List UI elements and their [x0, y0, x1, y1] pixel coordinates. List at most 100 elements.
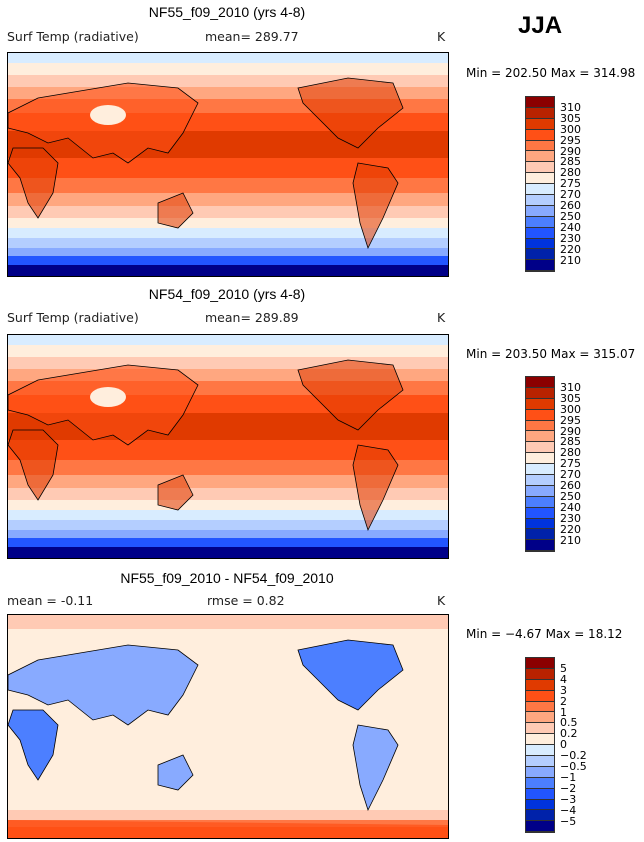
- colorbar-label: −1: [560, 770, 577, 784]
- colorbar-swatch: [526, 420, 554, 432]
- contour-band: [8, 530, 448, 538]
- colorbar-label: 220: [560, 522, 581, 536]
- continent-anomaly: [157, 754, 194, 791]
- contour-band: [8, 206, 448, 218]
- colorbar-swatch: [526, 658, 554, 669]
- contour-band: [8, 500, 448, 510]
- colorbar-swatch: [526, 151, 554, 163]
- colorbar-swatch: [526, 249, 554, 261]
- colorbar-label: 270: [560, 468, 581, 482]
- continent-outline: [157, 192, 194, 229]
- continent-anomaly: [8, 644, 199, 726]
- colorbar-swatch: [526, 756, 554, 767]
- colorbar-label: 230: [560, 511, 581, 525]
- colorbar-swatch: [526, 690, 554, 702]
- colorbar-label: 300: [560, 402, 581, 416]
- colorbar-label: 280: [560, 166, 581, 180]
- panel2-title: NF54_f09_2010 (yrs 4-8): [148, 286, 306, 302]
- colorbar-label: 295: [560, 413, 581, 427]
- colorbar-swatch: [526, 453, 554, 465]
- colorbar-swatch: [526, 173, 554, 185]
- panel1-mean: mean= 289.77: [205, 29, 299, 44]
- colorbar-label: 275: [560, 177, 581, 191]
- colorbar-label: 270: [560, 188, 581, 202]
- colorbar-label: 300: [560, 122, 581, 136]
- colorbar-swatch: [526, 507, 554, 519]
- colorbar-label: −0.5: [560, 760, 587, 773]
- antarctica-coldest: [8, 547, 448, 558]
- colorbar-swatch: [526, 518, 554, 530]
- colorbar-swatch: [526, 766, 554, 778]
- colorbar-label: 305: [560, 111, 581, 125]
- continent-outline: [157, 474, 194, 511]
- continent-anomaly: [297, 639, 404, 711]
- colorbar-swatch: [526, 238, 554, 250]
- contour-band: [8, 615, 448, 629]
- colorbar-label: 230: [560, 231, 581, 245]
- colorbar-swatch: [526, 184, 554, 196]
- colorbar-swatch: [526, 475, 554, 486]
- tibet-cold-region: [90, 105, 126, 125]
- panel3-map: [7, 614, 449, 839]
- colorbar-swatch: [526, 712, 554, 724]
- panel2-colorbar: [525, 376, 555, 553]
- contour-band: [8, 238, 448, 248]
- panel3-title: NF55_f09_2010 - NF54_f09_2010: [120, 570, 334, 586]
- colorbar-swatch: [526, 723, 554, 735]
- colorbar-label: 250: [560, 489, 581, 503]
- tibet-cold-region: [90, 387, 126, 407]
- contour-band: [8, 488, 448, 500]
- panel1-units: K: [437, 29, 446, 44]
- contour-band: [8, 256, 448, 265]
- colorbar-swatch: [526, 97, 554, 108]
- colorbar-label: 210: [560, 533, 581, 547]
- colorbar-label: 0.5: [560, 716, 578, 730]
- colorbar-label: 3: [560, 683, 567, 697]
- colorbar-label: 250: [560, 209, 581, 223]
- colorbar-label: 305: [560, 391, 581, 405]
- colorbar-label: −4: [560, 803, 577, 817]
- contour-band: [8, 520, 448, 530]
- colorbar-swatch: [526, 821, 554, 833]
- continent-outline: [297, 77, 404, 149]
- contour-band: [8, 475, 448, 488]
- colorbar-swatch: [526, 496, 554, 508]
- contour-band: [8, 178, 448, 193]
- panel3-minmax: Min = −4.67 Max = 18.12: [466, 627, 623, 641]
- panel2-mean: mean= 289.89: [205, 310, 299, 325]
- colorbar-swatch: [526, 810, 554, 822]
- panel3-units: K: [437, 593, 446, 608]
- colorbar-label: 2: [560, 694, 567, 708]
- colorbar-swatch: [526, 118, 554, 130]
- colorbar-swatch: [526, 129, 554, 141]
- contour-band: [8, 440, 448, 460]
- colorbar-swatch: [526, 162, 554, 174]
- contour-band: [8, 510, 448, 520]
- colorbar-swatch: [526, 216, 554, 228]
- colorbar-label: −0.2: [560, 749, 587, 763]
- colorbar-swatch: [526, 377, 554, 388]
- contour-band: [8, 345, 448, 357]
- colorbar-swatch: [526, 205, 554, 217]
- colorbar-swatch: [526, 398, 554, 410]
- colorbar-swatch: [526, 679, 554, 691]
- contour-band: [8, 460, 448, 475]
- colorbar-swatch: [526, 745, 554, 757]
- contour-band: [8, 538, 448, 547]
- colorbar-swatch: [526, 701, 554, 713]
- contour-band: [8, 810, 448, 820]
- colorbar-label: −3: [560, 792, 577, 806]
- continent-outline: [352, 162, 399, 250]
- panel1-map: [7, 52, 449, 277]
- continent-outline: [8, 429, 59, 501]
- panel1-minmax: Min = 202.50 Max = 314.98: [466, 66, 636, 80]
- colorbar-label: 240: [560, 500, 581, 514]
- colorbar-swatch: [526, 777, 554, 789]
- colorbar-label: 0: [560, 738, 567, 752]
- colorbar-label: 285: [560, 435, 581, 449]
- colorbar-label: −2: [560, 781, 577, 795]
- contour-band: [8, 63, 448, 75]
- season-label: JJA: [518, 12, 563, 39]
- colorbar-label: 290: [560, 144, 581, 158]
- panel1-variable: Surf Temp (radiative): [7, 29, 139, 44]
